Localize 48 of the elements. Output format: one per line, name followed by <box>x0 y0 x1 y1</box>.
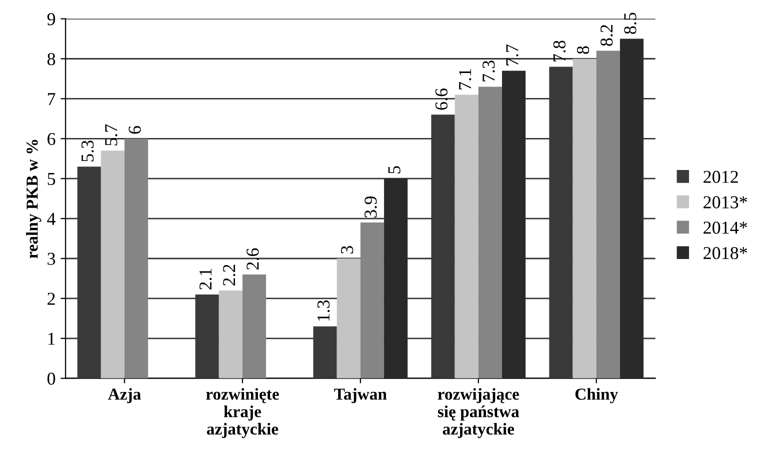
data-label: 3.9 <box>364 196 377 218</box>
y-tick-label: 9 <box>47 13 56 26</box>
data-label: 2.6 <box>246 248 259 270</box>
x-tick-label: Azja <box>108 388 141 404</box>
bar <box>572 58 596 378</box>
data-label: 5.3 <box>82 140 94 162</box>
bar <box>242 274 266 378</box>
data-label: 7.1 <box>459 69 472 90</box>
x-tick-label: rozwijające się państwa azjatyckie <box>438 388 520 438</box>
data-label: 6.6 <box>435 88 448 110</box>
y-tick-label: 2 <box>48 292 55 305</box>
data-label: 7.3 <box>482 60 495 82</box>
x-tick-label: rozwinięte kraje azjatyckie <box>206 388 279 438</box>
data-label: 5.7 <box>105 124 118 146</box>
y-tick-label: 4 <box>47 212 56 225</box>
data-label: 3 <box>341 246 354 254</box>
bar <box>454 94 478 378</box>
bar <box>478 86 502 378</box>
data-label: 1.3 <box>317 300 330 321</box>
data-label: 6 <box>128 126 141 134</box>
y-tick-label: 7 <box>48 93 56 105</box>
y-tick-label: 5 <box>48 173 56 186</box>
data-label: 8.5 <box>624 12 636 34</box>
legend-label: 2018* <box>704 246 748 260</box>
bar <box>336 258 360 378</box>
data-label: 7.7 <box>506 44 518 66</box>
legend-label: 2014* <box>704 222 748 234</box>
y-axis-title: realny PKB w % <box>26 140 42 258</box>
data-label: 5 <box>388 166 400 174</box>
data-label: 2.2 <box>223 264 236 286</box>
y-tick-label: 1 <box>48 332 55 345</box>
x-tick-label: Chiny <box>575 388 618 404</box>
x-tick-label: Tajwan <box>334 388 387 404</box>
y-tick-label: 0 <box>47 372 56 385</box>
data-label: 7.8 <box>553 40 566 62</box>
y-tick-label: 3 <box>48 252 56 265</box>
bar <box>360 222 384 378</box>
data-label: 2.1 <box>199 268 212 290</box>
bar <box>218 290 242 378</box>
data-label: 8.2 <box>600 25 613 46</box>
bar <box>124 138 148 378</box>
legend-label: 2012 <box>704 170 738 183</box>
bar <box>100 150 125 378</box>
legend-label: 2013* <box>704 196 748 208</box>
y-tick-label: 6 <box>48 132 56 146</box>
bar <box>596 50 620 378</box>
data-label: 8 <box>576 46 590 54</box>
y-tick-label: 8 <box>47 53 56 66</box>
